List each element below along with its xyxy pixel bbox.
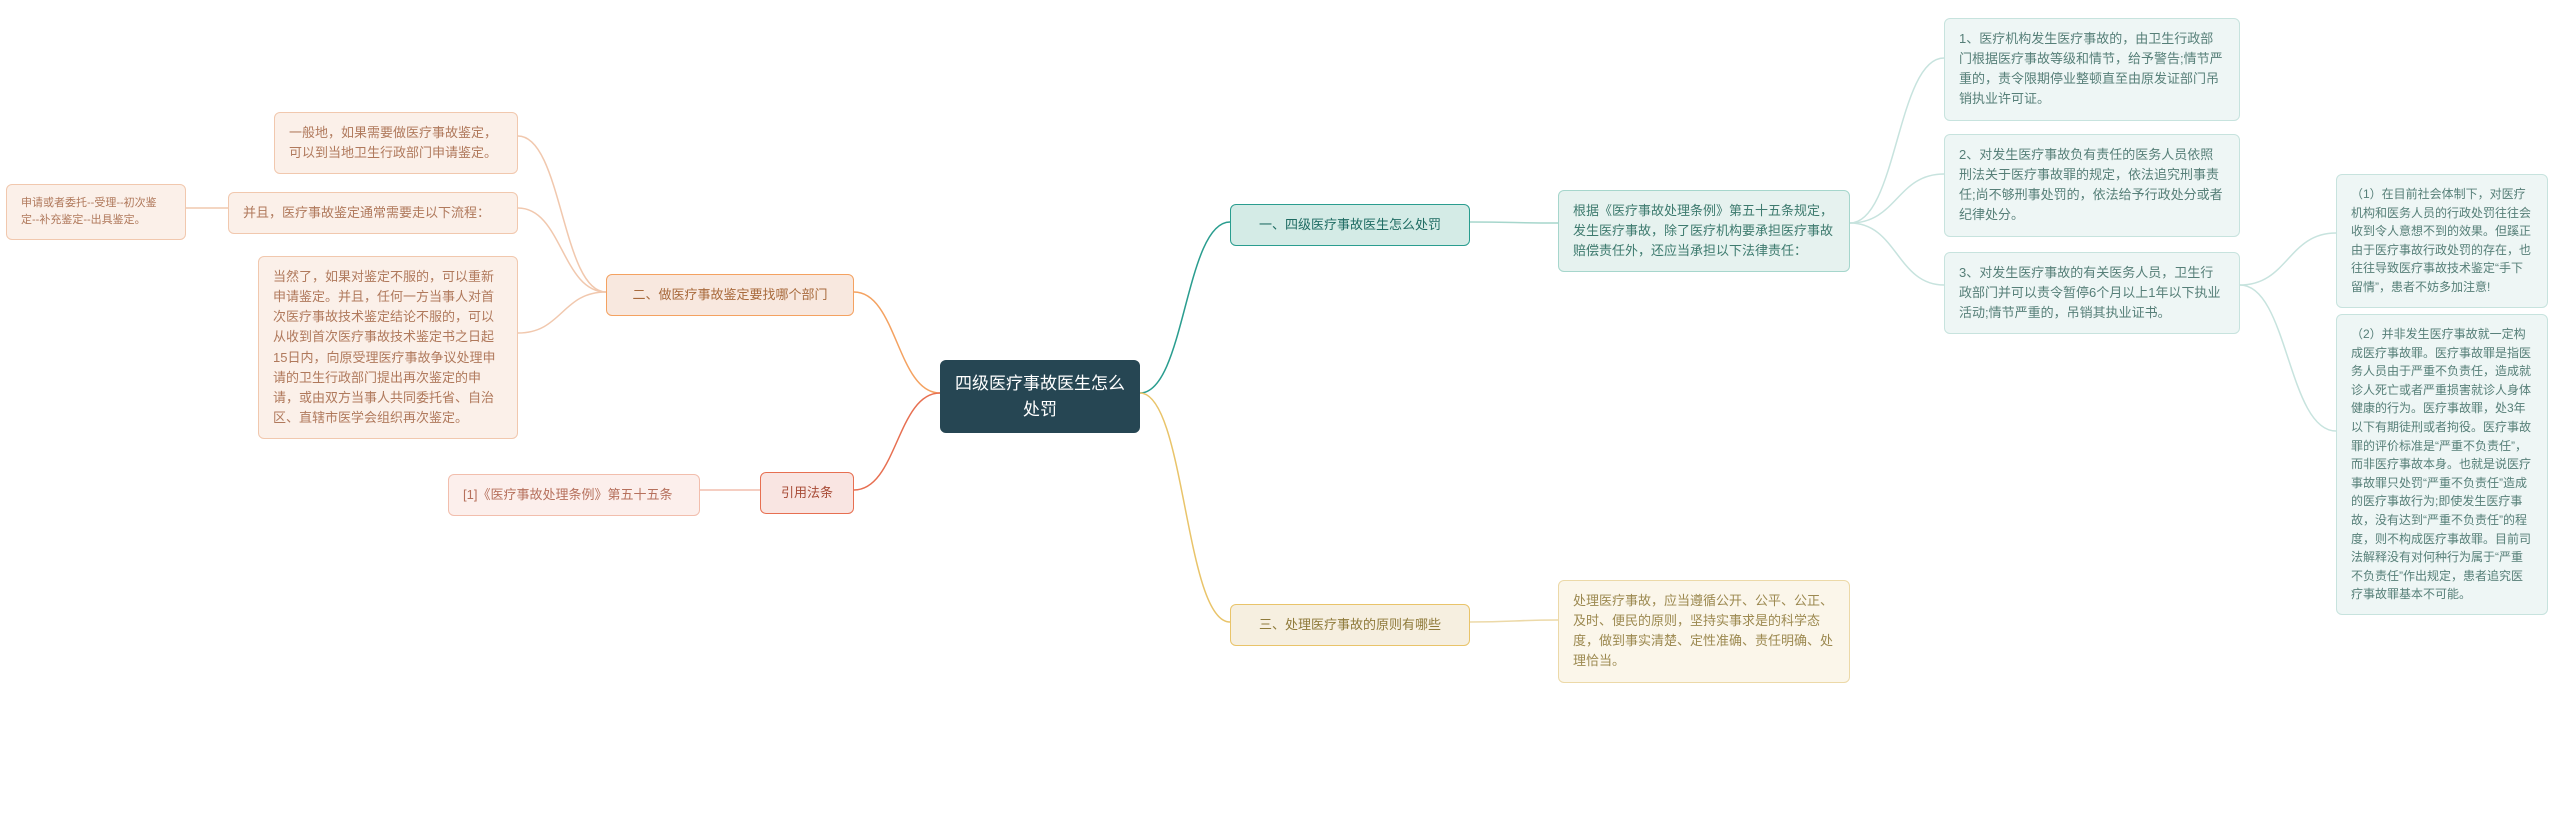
edge-b1-b1_desc (1470, 222, 1558, 223)
edge-root-ref (854, 393, 940, 490)
node-b1: 一、四级医疗事故医生怎么处罚 (1230, 204, 1470, 246)
node-b1_desc: 根据《医疗事故处理条例》第五十五条规定，发生医疗事故，除了医疗机构要承担医疗事故… (1558, 190, 1850, 272)
node-b1_3_2: （2）并非发生医疗事故就一定构成医疗事故罪。医疗事故罪是指医务人员由于严重不负责… (2336, 314, 2548, 615)
mindmap-canvas: 四级医疗事故医生怎么处罚 一、四级医疗事故医生怎么处罚 根据《医疗事故处理条例》第五… (0, 0, 2560, 813)
edge-b2-b2_2 (518, 208, 606, 292)
node-b2_2_1: 申请或者委托--受理--初次鉴定--补充鉴定--出具鉴定。 (6, 184, 186, 240)
edge-b2-b2_3 (518, 292, 606, 333)
node-b1_2: 2、对发生医疗事故负有责任的医务人员依照刑法关于医疗事故罪的规定，依法追究刑事责… (1944, 134, 2240, 237)
node-b1_3: 3、对发生医疗事故的有关医务人员，卫生行政部门并可以责令暂停6个月以上1年以下执… (1944, 252, 2240, 334)
node-b2_2: 并且，医疗事故鉴定通常需要走以下流程： (228, 192, 518, 234)
edge-b1_desc-b1_3 (1850, 223, 1944, 285)
node-b2_1: 一般地，如果需要做医疗事故鉴定，可以到当地卫生行政部门申请鉴定。 (274, 112, 518, 174)
edge-root-b3 (1140, 393, 1230, 622)
edge-b1_3-b1_3_1 (2240, 233, 2336, 285)
edge-b1_3-b1_3_2 (2240, 285, 2336, 431)
edge-root-b2 (854, 292, 940, 393)
node-b1_3_1: （1）在目前社会体制下，对医疗机构和医务人员的行政处罚往往会收到令人意想不到的效… (2336, 174, 2548, 308)
edge-b2-b2_1 (518, 136, 606, 292)
node-root: 四级医疗事故医生怎么处罚 (940, 360, 1140, 433)
edge-b1_desc-b1_1 (1850, 58, 1944, 223)
edge-b3-b3_desc (1470, 620, 1558, 622)
node-b2_3: 当然了，如果对鉴定不服的，可以重新申请鉴定。并且，任何一方当事人对首次医疗事故技… (258, 256, 518, 439)
node-ref_1: [1]《医疗事故处理条例》第五十五条 (448, 474, 700, 516)
node-b1_1: 1、医疗机构发生医疗事故的，由卫生行政部门根据医疗事故等级和情节，给予警告;情节… (1944, 18, 2240, 121)
node-b2: 二、做医疗事故鉴定要找哪个部门 (606, 274, 854, 316)
node-ref: 引用法条 (760, 472, 854, 514)
node-b3_desc: 处理医疗事故，应当遵循公开、公平、公正、及时、便民的原则，坚持实事求是的科学态度… (1558, 580, 1850, 683)
edge-b1_desc-b1_2 (1850, 174, 1944, 223)
node-b3: 三、处理医疗事故的原则有哪些 (1230, 604, 1470, 646)
edge-root-b1 (1140, 222, 1230, 393)
